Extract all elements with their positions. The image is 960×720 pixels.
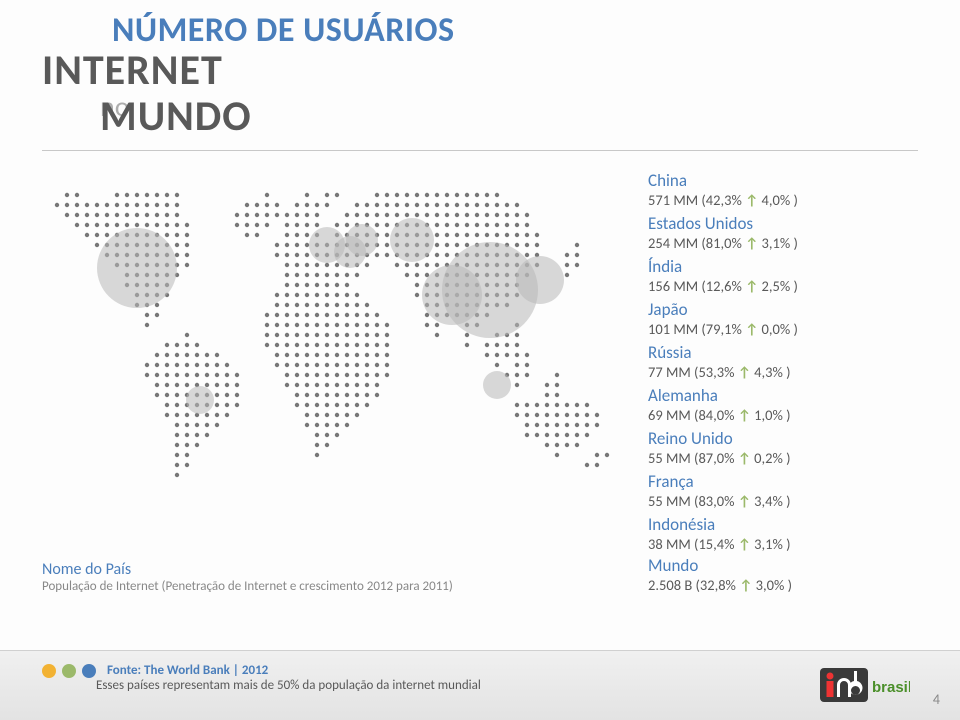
country-block: França55 MM (83,0% ↑ 3,4% ) (648, 471, 918, 510)
world-stats: 2.508 B (32,8% ↑ 3,0% ) (648, 576, 918, 594)
country-name: Estados Unidos (648, 213, 918, 234)
iab-logo: brasil (820, 662, 910, 712)
world-summary: Mundo 2.508 B (32,8% ↑ 3,0% ) (648, 555, 918, 594)
country-block: Reino Unido55 MM (87,0% ↑ 0,2% ) (648, 428, 918, 467)
footer-dot (62, 664, 76, 678)
svg-text:brasil: brasil (872, 679, 910, 696)
country-name: Japão (648, 299, 918, 320)
footer-source-label: Fonte: (107, 663, 144, 678)
footer-dots (42, 664, 96, 678)
footer-dot (82, 664, 96, 678)
header-divider (42, 150, 918, 151)
slide-title: NÚMERO DE USUÁRIOS INTERNET no MUNDO (42, 10, 455, 142)
page-number: 4 (933, 691, 940, 708)
country-stats: 69 MM (84,0% ↑ 1,0% ) (648, 406, 918, 424)
country-block: Japão101 MM (79,1% ↑ 0,0% ) (648, 299, 918, 338)
country-block: Estados Unidos254 MM (81,0% ↑ 3,1% ) (648, 213, 918, 252)
world-dot-map (42, 170, 622, 500)
map-bubble (390, 218, 434, 262)
country-name: China (648, 170, 918, 191)
country-stats: 156 MM (12,6% ↑ 2,5% ) (648, 277, 918, 295)
country-list: China571 MM (42,3% ↑ 4,0% ) Estados Unido… (648, 170, 918, 557)
footer-dot (42, 664, 56, 678)
title-line-3: MUNDO (100, 91, 252, 142)
footer: Fonte: The World Bank | 2012 Esses paíse… (0, 650, 960, 720)
country-name: Índia (648, 256, 918, 277)
country-block: China571 MM (42,3% ↑ 4,0% ) (648, 170, 918, 209)
country-name: Rússia (648, 342, 918, 363)
title-line-3-wrap: no MUNDO (42, 91, 455, 142)
footer-source-value: The World Bank | 2012 (144, 663, 268, 678)
footer-source: Fonte: The World Bank | 2012 (107, 663, 268, 678)
legend-title: Nome do País (42, 560, 582, 579)
legend: Nome do País População de Internet (Pene… (42, 560, 582, 594)
country-block: Rússia77 MM (53,3% ↑ 4,3% ) (648, 342, 918, 381)
country-stats: 571 MM (42,3% ↑ 4,0% ) (648, 191, 918, 209)
country-stats: 101 MM (79,1% ↑ 0,0% ) (648, 320, 918, 338)
map-bubble (97, 228, 177, 308)
country-block: Alemanha69 MM (84,0% ↑ 1,0% ) (648, 385, 918, 424)
map-bubble (186, 386, 214, 414)
country-stats: 55 MM (87,0% ↑ 0,2% ) (648, 449, 918, 467)
country-block: Indonésia38 MM (15,4% ↑ 3,1% ) (648, 514, 918, 553)
world-name: Mundo (648, 555, 918, 576)
title-line-2: INTERNET (42, 51, 455, 91)
country-name: Alemanha (648, 385, 918, 406)
country-stats: 38 MM (15,4% ↑ 3,1% ) (648, 535, 918, 553)
map-bubble (516, 256, 564, 304)
map-bubble (346, 224, 378, 256)
map-bubble (483, 371, 511, 399)
country-name: Indonésia (648, 514, 918, 535)
country-stats: 254 MM (81,0% ↑ 3,1% ) (648, 234, 918, 252)
country-stats: 55 MM (83,0% ↑ 3,4% ) (648, 492, 918, 510)
country-name: França (648, 471, 918, 492)
country-stats: 77 MM (53,3% ↑ 4,3% ) (648, 363, 918, 381)
country-block: Índia156 MM (12,6% ↑ 2,5% ) (648, 256, 918, 295)
country-name: Reino Unido (648, 428, 918, 449)
footer-line-2: Esses países representam mais de 50% da … (96, 678, 918, 693)
legend-desc: População de Internet (Penetração de Int… (42, 579, 582, 594)
